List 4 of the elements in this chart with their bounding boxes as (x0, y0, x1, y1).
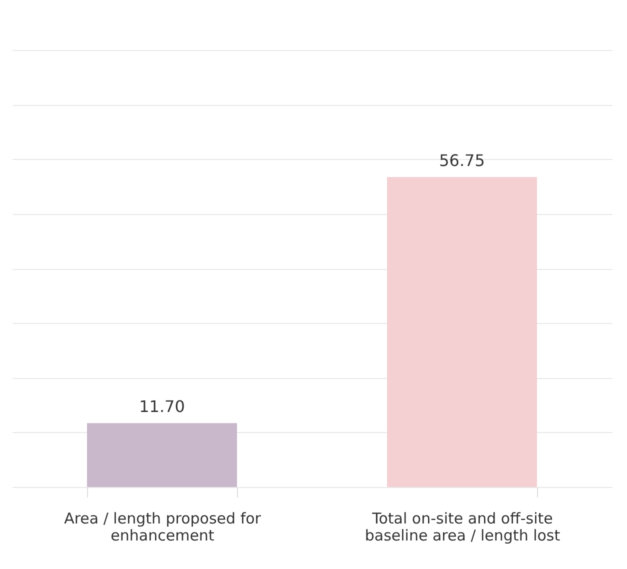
data-label: 11.70 (139, 397, 185, 416)
x-tick-label: Total on-site and off-site baseline area / length lost (364, 510, 560, 544)
data-label: 56.75 (439, 151, 485, 170)
x-tick-label: Area / length proposed for enhancement (64, 510, 262, 544)
